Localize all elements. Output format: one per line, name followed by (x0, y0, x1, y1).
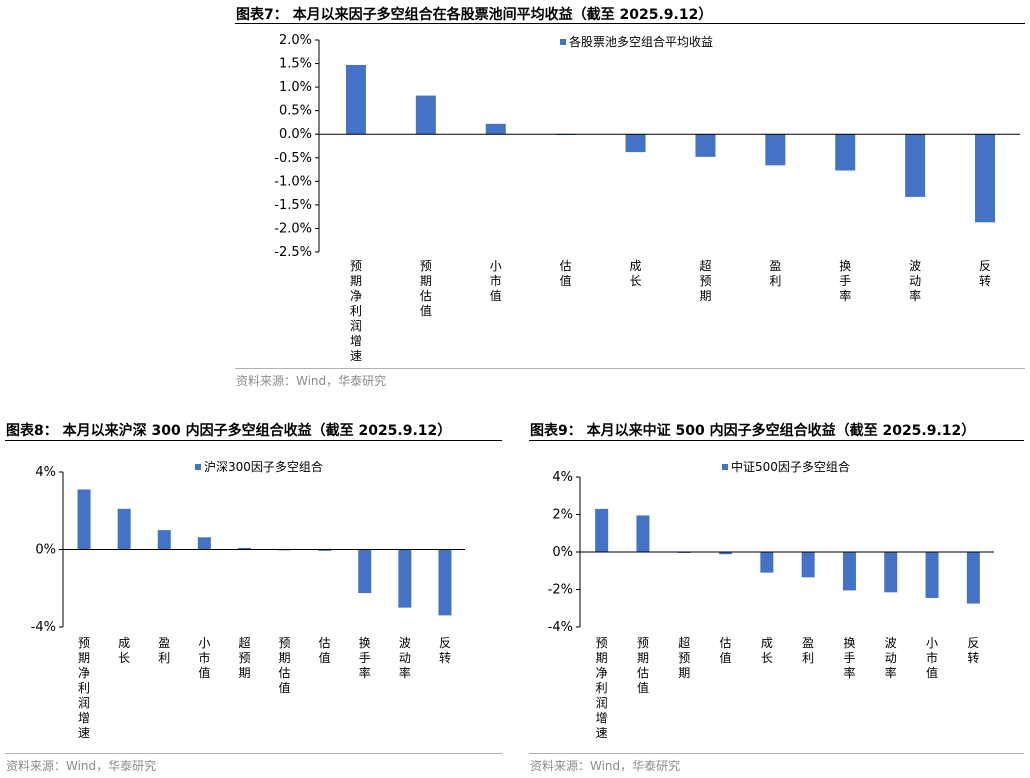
y-tick-label: 4% (552, 470, 573, 485)
category-label: 波动率 (885, 636, 897, 680)
category-label: 预期净利润增速 (596, 636, 608, 740)
figure-8-source: 资料来源：Wind，华泰研究 (6, 759, 157, 773)
category-label: 波动率 (909, 259, 921, 303)
y-tick-label: 0% (552, 545, 573, 560)
category-label: 换手率 (843, 636, 855, 680)
figure-7-source-rule (235, 368, 1025, 369)
category-label: 估值 (319, 636, 331, 665)
y-tick-label: -2% (548, 583, 573, 598)
category-label: 预期净利润增速 (78, 636, 90, 740)
y-tick-label: 2.0% (279, 33, 312, 48)
y-tick-label: 0% (35, 543, 56, 558)
y-tick-label: -4% (31, 620, 56, 635)
category-label: 盈利 (158, 636, 170, 665)
category-label: 预期净利润增速 (350, 259, 362, 363)
bar-波动率 (905, 134, 926, 197)
bar-成长 (117, 508, 131, 550)
bar-小市值 (925, 552, 939, 598)
legend-label: 沪深300因子多空组合 (204, 459, 323, 474)
category-label: 小市值 (198, 636, 210, 680)
figure-9-source-rule (529, 753, 1024, 754)
category-label: 盈利 (769, 259, 781, 288)
y-tick-label: -2.5% (274, 245, 312, 260)
bar-预期估值 (415, 95, 436, 135)
category-label: 成长 (630, 259, 642, 288)
figure-7-title: 图表7： 本月以来因子多空组合在各股票池间平均收益（截至 2025.9.12） (236, 7, 713, 23)
figure-9-title-rule (529, 440, 1024, 441)
y-tick-label: -4% (548, 620, 573, 635)
category-label: 预期估值 (279, 636, 291, 695)
bar-预期净利润增速 (595, 508, 609, 552)
bar-超预期 (695, 134, 716, 157)
category-label: 成长 (118, 636, 130, 665)
legend-label: 各股票池多空组合平均收益 (569, 34, 713, 49)
legend-label: 中证500因子多空组合 (731, 459, 850, 474)
category-label: 估值 (720, 636, 732, 665)
category-label: 成长 (761, 636, 773, 665)
bar-成长 (760, 552, 774, 573)
chart-figure-7: 2.0% 1.5% 1.0% 0.5% 0.0% -0.5% -1.0% -1.5% -2.0%… (274, 33, 1020, 363)
category-label: 波动率 (399, 636, 411, 680)
category-label: 反转 (439, 636, 451, 665)
category-label: 超预期 (238, 635, 250, 680)
bar-估值 (719, 552, 733, 555)
legend-swatch (560, 39, 566, 45)
y-tick-label: -0.5% (274, 151, 312, 166)
category-label: 超预期 (678, 635, 690, 680)
figure-8-source-rule (5, 753, 502, 754)
figure-9-title: 图表9： 本月以来中证 500 内因子多空组合收益（截至 2025.9.12） (530, 423, 976, 439)
figure-8-title-rule (5, 440, 502, 441)
category-label: 超预期 (699, 258, 711, 303)
bar-反转 (975, 134, 996, 223)
bar-换手率 (835, 134, 856, 171)
category-label: 换手率 (839, 259, 851, 303)
bar-超预期 (237, 547, 251, 550)
bar-波动率 (398, 549, 412, 608)
figure-8-title: 图表8： 本月以来沪深 300 内因子多空组合收益（截至 2025.9.12） (6, 423, 452, 439)
bar-反转 (966, 552, 980, 604)
category-label: 估值 (560, 259, 572, 288)
figure-7-source: 资料来源：Wind，华泰研究 (236, 374, 387, 388)
figure-7-title-rule (235, 23, 1025, 24)
y-tick-label: 0.0% (279, 127, 312, 142)
y-tick-label: 1.5% (279, 57, 312, 72)
y-tick-label: -2.0% (274, 221, 312, 236)
bar-预期估值 (636, 515, 650, 552)
legend-swatch (195, 464, 201, 470)
category-label: 预期估值 (637, 636, 649, 695)
y-tick-label: -1.5% (274, 198, 312, 213)
bar-盈利 (765, 134, 786, 166)
category-label: 反转 (979, 259, 991, 288)
bar-盈利 (801, 552, 815, 578)
bar-小市值 (197, 537, 211, 550)
y-tick-label: 1.0% (279, 80, 312, 95)
category-label: 盈利 (802, 636, 814, 665)
bar-估值 (318, 549, 332, 551)
y-tick-label: -1.0% (274, 174, 312, 189)
bar-成长 (625, 134, 646, 153)
bar-小市值 (485, 123, 506, 135)
bar-波动率 (884, 552, 898, 593)
legend-swatch (722, 464, 728, 470)
category-label: 换手率 (359, 636, 371, 680)
bar-预期净利润增速 (77, 489, 91, 550)
category-label: 预期估值 (420, 259, 432, 318)
y-tick-label: 0.5% (279, 104, 312, 119)
bar-盈利 (157, 530, 171, 550)
category-label: 反转 (967, 636, 979, 665)
bar-反转 (438, 549, 452, 616)
bar-换手率 (842, 552, 856, 591)
bar-预期净利润增速 (345, 64, 366, 135)
y-tick-label: 2% (552, 508, 573, 523)
category-label: 小市值 (490, 259, 502, 303)
figure-9-source: 资料来源：Wind，华泰研究 (530, 759, 681, 773)
y-tick-label: 4% (35, 465, 56, 480)
bar-换手率 (358, 549, 372, 594)
category-label: 小市值 (926, 636, 938, 680)
